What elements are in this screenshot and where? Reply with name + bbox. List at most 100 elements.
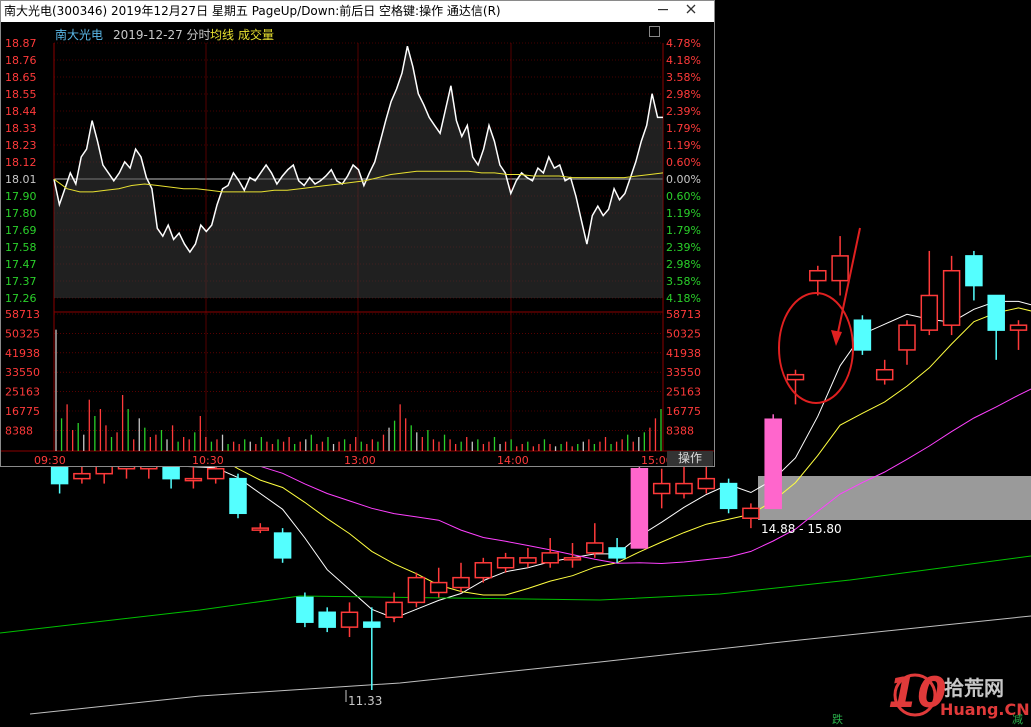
candle-body [363, 621, 381, 628]
volume-tick-label: 50325 [5, 327, 40, 340]
candle [898, 320, 916, 365]
candle-body [229, 477, 247, 515]
candle [831, 236, 849, 296]
candle-body [318, 611, 336, 628]
volume-tick-label: 8388 [666, 424, 694, 437]
candle [563, 542, 582, 568]
candle [786, 369, 805, 405]
candle-body [519, 557, 537, 564]
intraday-popup-window[interactable]: 南大光电(300346) 2019年12月27日 星期五 PageUp/Down… [0, 0, 715, 467]
candle-body [184, 477, 203, 482]
candle [273, 528, 292, 563]
watermark-logo-icon [893, 673, 937, 717]
candle-body [987, 294, 1005, 331]
pct-tick-label: 2.98% [666, 258, 701, 271]
candle [697, 463, 716, 494]
candle-body [719, 482, 738, 510]
candle [965, 250, 983, 301]
candle-body [273, 532, 292, 559]
pct-tick-label: 1.79% [666, 224, 701, 237]
panel-toggle-icon[interactable] [649, 26, 660, 37]
price-tick-label: 17.47 [5, 258, 37, 271]
price-tick-label: 17.37 [5, 275, 37, 288]
candle-body [608, 547, 626, 559]
time-tick-label: 09:30 [34, 454, 66, 466]
mini-label-left: 跌 [832, 713, 843, 726]
candle [742, 503, 760, 529]
pct-tick-label: 2.98% [666, 88, 701, 101]
candle-body [630, 467, 649, 549]
candle-body [496, 557, 515, 569]
pct-tick-label: 4.18% [666, 54, 701, 67]
pct-tick-label: 0.00% [666, 173, 701, 186]
annotation-arrow [835, 227, 861, 343]
candle [652, 468, 671, 509]
close-button[interactable] [677, 1, 705, 22]
volume-tick-label: 25163 [666, 386, 701, 399]
time-tick-label: 14:00 [497, 454, 529, 466]
candle [1009, 320, 1028, 350]
candle-body [786, 373, 805, 381]
candle-body [853, 319, 872, 351]
candle [296, 592, 314, 628]
time-tick-label: 13:00 [344, 454, 376, 466]
minimize-button[interactable] [649, 1, 677, 22]
candle-body [429, 581, 448, 594]
candle [496, 552, 515, 573]
price-range-label: 14.88 - 15.80 [761, 522, 842, 536]
volume-tick-label: 58713 [5, 308, 40, 321]
intraday-chart: 18.87 18.76 18.65 18.55 18.44 18.33 18.23 18.12… [1, 37, 714, 466]
candle-body [742, 507, 760, 519]
candle-body [965, 255, 983, 287]
volume-label: 成交量 [238, 28, 275, 42]
candle [719, 478, 738, 514]
candle-body [206, 467, 225, 480]
highlight-ellipse [778, 292, 854, 404]
watermark-site: 拾荒网 [944, 676, 1004, 700]
candle [318, 607, 336, 633]
volume-tick-label: 58713 [666, 308, 701, 321]
candle [363, 607, 381, 690]
candle [541, 538, 559, 568]
price-tick-label: 18.33 [5, 122, 37, 135]
window-title: 南大光电(300346) 2019年12月27日 星期五 PageUp/Down… [4, 4, 501, 18]
ma120-line [29, 615, 1031, 715]
chart-date-label: 2019-12-27 分时 [113, 28, 211, 42]
candle [519, 547, 537, 568]
avg-price-line [53, 170, 664, 193]
price-tick-label: 17.69 [5, 224, 37, 237]
candle-body [452, 576, 470, 589]
close-icon [686, 4, 696, 14]
candle [474, 557, 493, 583]
volume-tick-label: 16775 [5, 405, 40, 418]
pct-tick-label: 3.58% [666, 275, 701, 288]
candle-body [831, 255, 849, 282]
price-tick-label: 18.76 [5, 54, 37, 67]
minimize-icon [658, 9, 668, 11]
candle-body [809, 269, 827, 282]
candle-body [541, 552, 559, 564]
candle [942, 255, 961, 336]
candle-body [296, 596, 314, 623]
candle [586, 523, 604, 558]
volume-tick-label: 33550 [5, 366, 40, 379]
price-area [54, 46, 663, 299]
price-tick-label: 18.44 [5, 105, 37, 118]
watermark-number: 10 [888, 668, 947, 717]
price-tick-label: 18.01 [5, 173, 37, 186]
candle-body [675, 482, 693, 495]
candle-body [1009, 324, 1028, 331]
candle-body [764, 418, 782, 510]
arrow-head-icon [831, 330, 842, 346]
operate-button[interactable]: 操作 [667, 451, 713, 466]
time-tick-label: 10:30 [192, 454, 224, 466]
pct-tick-label: 2.39% [666, 105, 701, 118]
pct-tick-label: 1.19% [666, 139, 701, 152]
candle [184, 463, 203, 489]
pct-tick-label: 4.78% [666, 37, 701, 50]
volume-tick-label: 33550 [666, 366, 701, 379]
price-tick-label: 18.23 [5, 139, 37, 152]
candle [73, 463, 91, 484]
stock-name-label: 南大光电 [55, 28, 104, 42]
popup-title-bar[interactable]: 南大光电(300346) 2019年12月27日 星期五 PageUp/Down… [1, 1, 714, 22]
